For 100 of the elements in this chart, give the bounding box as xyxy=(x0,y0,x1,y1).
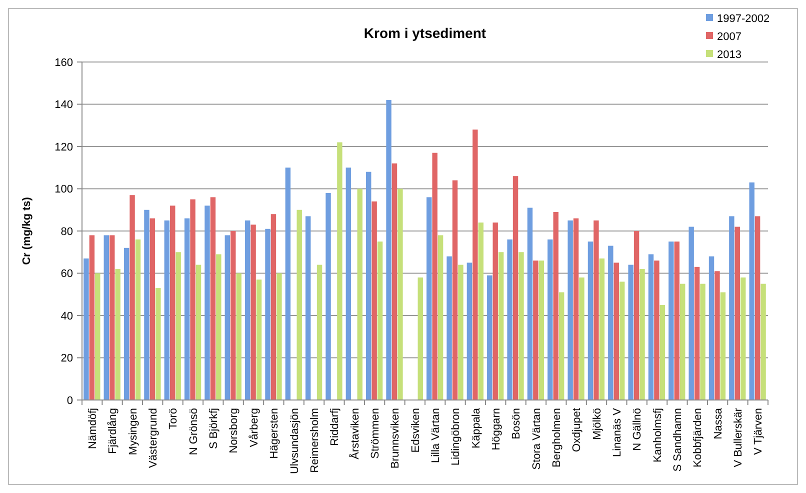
bar xyxy=(487,275,492,400)
bar xyxy=(210,197,216,400)
x-tick-label: Hägersten xyxy=(268,408,281,459)
bar xyxy=(256,280,262,400)
x-tick-label: S Björkfj xyxy=(208,408,220,449)
x-tick-label: Fjärdlång xyxy=(107,408,120,454)
bar xyxy=(398,188,403,400)
x-tick-label: Västergrund xyxy=(148,408,160,468)
bar xyxy=(164,220,170,400)
bar xyxy=(216,254,222,400)
bar xyxy=(446,256,452,400)
bar xyxy=(478,222,484,400)
bar xyxy=(377,242,383,400)
y-tick-label: 40 xyxy=(60,310,73,322)
bar xyxy=(720,292,726,400)
bar xyxy=(654,260,660,400)
x-tick-label: N Gällnö xyxy=(632,408,644,451)
bar xyxy=(130,195,135,400)
y-tick-label: 20 xyxy=(60,352,73,365)
bar xyxy=(648,254,654,400)
x-tick-label: Käppala xyxy=(470,407,482,448)
bar xyxy=(89,235,95,400)
bar xyxy=(614,262,619,400)
bar xyxy=(458,264,464,400)
x-tick-label: S Sandhamn xyxy=(672,408,684,472)
bar xyxy=(579,277,584,400)
x-tick-label: Norsborg xyxy=(228,408,240,454)
bar xyxy=(498,252,504,400)
bar xyxy=(276,273,282,400)
legend-label: 1997-2002 xyxy=(717,12,770,25)
bar xyxy=(694,266,700,400)
bar xyxy=(438,235,444,400)
bar xyxy=(640,269,645,400)
x-tick-label: Torö xyxy=(168,408,180,430)
bar xyxy=(533,260,538,400)
x-tick-label: Lilla Värtan xyxy=(430,408,442,464)
bar xyxy=(452,180,458,400)
x-tick-label: N Grönsö xyxy=(188,408,200,456)
x-tick-label: V Tjärven xyxy=(752,408,765,455)
bar xyxy=(346,168,352,400)
bar xyxy=(512,176,518,400)
bar xyxy=(426,197,432,400)
bar xyxy=(588,242,594,400)
bar xyxy=(150,218,156,400)
bar xyxy=(674,242,680,400)
bar xyxy=(714,271,720,400)
x-tick-label: Mysingen xyxy=(127,408,140,456)
bar xyxy=(196,264,202,400)
legend-label: 2007 xyxy=(717,30,742,43)
bar xyxy=(316,264,322,400)
bar xyxy=(372,201,377,400)
bar xyxy=(124,248,130,400)
bar xyxy=(518,252,524,400)
bar xyxy=(265,228,270,400)
bar xyxy=(628,264,634,400)
bar xyxy=(392,163,398,400)
bar xyxy=(599,258,605,400)
bar xyxy=(729,216,734,400)
y-tick-label: 60 xyxy=(60,268,73,280)
x-tick-label: Edsviken xyxy=(410,408,422,453)
y-tick-label: 140 xyxy=(54,99,73,112)
bar xyxy=(466,262,472,400)
x-tick-label: Strömmen xyxy=(369,408,382,459)
bar xyxy=(668,242,674,400)
bar xyxy=(244,220,250,400)
bar xyxy=(708,256,714,400)
bar xyxy=(734,226,740,400)
bar xyxy=(110,235,115,400)
bar xyxy=(236,273,242,400)
x-tick-label: Lidingöbron xyxy=(450,408,462,466)
x-tick-label: Stora Värtan xyxy=(530,408,543,470)
x-tick-label: Bergholmen xyxy=(550,408,563,468)
y-tick-label: 0 xyxy=(66,394,73,407)
x-tick-label: Höggarn xyxy=(490,408,502,450)
y-tick-label: 160 xyxy=(54,56,73,69)
bar xyxy=(305,216,311,400)
bar xyxy=(432,152,438,400)
bar xyxy=(472,130,478,400)
y-tick-label: 100 xyxy=(54,184,73,196)
legend-label: 2013 xyxy=(717,48,742,61)
bar xyxy=(573,218,579,400)
chart-title: Krom i ytsediment xyxy=(364,25,486,41)
x-tick-label: Kanholmsfj xyxy=(652,408,664,462)
bar xyxy=(250,224,256,400)
bar xyxy=(507,239,512,400)
x-tick-label: Nämdöfj xyxy=(87,408,100,449)
bar xyxy=(492,222,498,400)
bar xyxy=(190,199,196,400)
bar xyxy=(558,292,564,400)
bar xyxy=(156,288,161,400)
x-tick-label: Årstaviken xyxy=(348,408,362,460)
bar xyxy=(680,284,686,400)
x-tick-label: Reimersholm xyxy=(308,408,321,473)
bar xyxy=(749,182,754,400)
x-tick-label: Riddarfj xyxy=(329,408,342,446)
bar xyxy=(230,231,236,400)
bar xyxy=(548,239,553,400)
bar xyxy=(170,206,176,400)
bar xyxy=(115,269,120,400)
bar xyxy=(760,284,766,400)
